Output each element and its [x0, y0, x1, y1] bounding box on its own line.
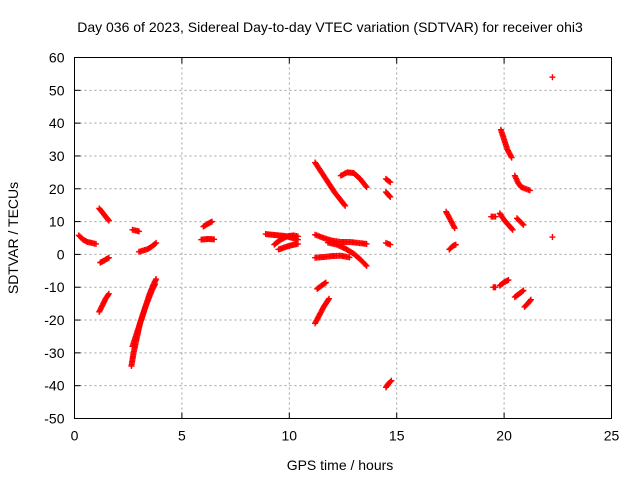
- data-point: [153, 239, 160, 246]
- data-point: [363, 240, 370, 247]
- data-point: [519, 288, 526, 295]
- data-point: [527, 297, 534, 304]
- y-tick-label: -30: [44, 345, 64, 361]
- y-tick-label: 20: [49, 181, 65, 197]
- data-point: [105, 217, 112, 224]
- data-point: [387, 179, 394, 186]
- y-tick-label: -10: [44, 279, 64, 295]
- data-point: [549, 234, 556, 241]
- data-point: [208, 218, 215, 225]
- x-tick-label: 5: [178, 428, 186, 444]
- data-point: [451, 225, 458, 232]
- data-point: [526, 187, 533, 194]
- data-point: [152, 280, 159, 287]
- grid-lines: [74, 57, 612, 419]
- data-point: [92, 240, 99, 247]
- data-point: [153, 276, 160, 283]
- data-point: [492, 213, 499, 220]
- data-point: [294, 233, 301, 240]
- y-tick-label: 0: [57, 246, 65, 262]
- x-tick-label: 10: [282, 428, 298, 444]
- data-point: [105, 254, 112, 261]
- data-point: [549, 74, 556, 81]
- data-point: [325, 296, 332, 303]
- y-tick-label: 60: [49, 50, 65, 66]
- data-point: [362, 261, 369, 268]
- y-tick-label: 10: [49, 214, 65, 230]
- chart-title: Day 036 of 2023, Sidereal Day-to-day VTE…: [77, 19, 583, 35]
- data-point: [105, 290, 112, 297]
- data-point: [294, 240, 301, 247]
- x-tick-label: 0: [71, 428, 79, 444]
- data-point: [527, 296, 534, 303]
- data-point: [105, 216, 112, 223]
- data-point: [520, 287, 527, 294]
- data-point: [388, 377, 395, 384]
- data-marks: [75, 74, 556, 391]
- y-tick-labels: -50 -40 -30 -20 -10 0 10 20 30 40 50 60: [44, 50, 64, 427]
- data-point: [363, 262, 370, 269]
- data-point: [341, 201, 348, 208]
- y-tick-label: -40: [44, 378, 64, 394]
- data-point: [135, 228, 142, 235]
- y-tick-label: 50: [49, 82, 65, 98]
- x-tick-labels: 0 5 10 15 20 25: [71, 428, 620, 444]
- data-point: [362, 182, 369, 189]
- data-point: [519, 220, 526, 227]
- data-point: [321, 280, 328, 287]
- data-point: [508, 154, 515, 161]
- data-point: [452, 241, 459, 248]
- data-point: [326, 295, 333, 302]
- x-tick-label: 15: [389, 428, 405, 444]
- data-point: [342, 202, 349, 209]
- y-tick-label: -50: [44, 411, 64, 427]
- x-tick-label: 25: [604, 428, 620, 444]
- data-point: [509, 226, 516, 233]
- data-point: [152, 240, 159, 247]
- plot-frame: [74, 57, 612, 419]
- data-point: [387, 378, 394, 385]
- data-point: [346, 254, 353, 261]
- x-axis-title: GPS time / hours: [287, 457, 394, 473]
- y-tick-label: -20: [44, 312, 64, 328]
- data-point: [505, 277, 512, 284]
- data-point: [492, 284, 499, 291]
- data-point: [508, 225, 515, 232]
- data-point: [386, 178, 393, 185]
- data-point: [387, 193, 394, 200]
- data-point: [105, 292, 112, 299]
- data-point: [387, 241, 394, 248]
- data-point: [211, 236, 218, 243]
- data-point: [322, 279, 329, 286]
- axis-ticks: [74, 57, 612, 419]
- data-point: [520, 221, 527, 228]
- data-point: [386, 192, 393, 199]
- y-axis-title: SDTVAR / TECUs: [5, 182, 21, 294]
- x-tick-label: 20: [496, 428, 512, 444]
- y-tick-label: 40: [49, 115, 65, 131]
- data-point: [363, 184, 370, 191]
- y-tick-label: 30: [49, 148, 65, 164]
